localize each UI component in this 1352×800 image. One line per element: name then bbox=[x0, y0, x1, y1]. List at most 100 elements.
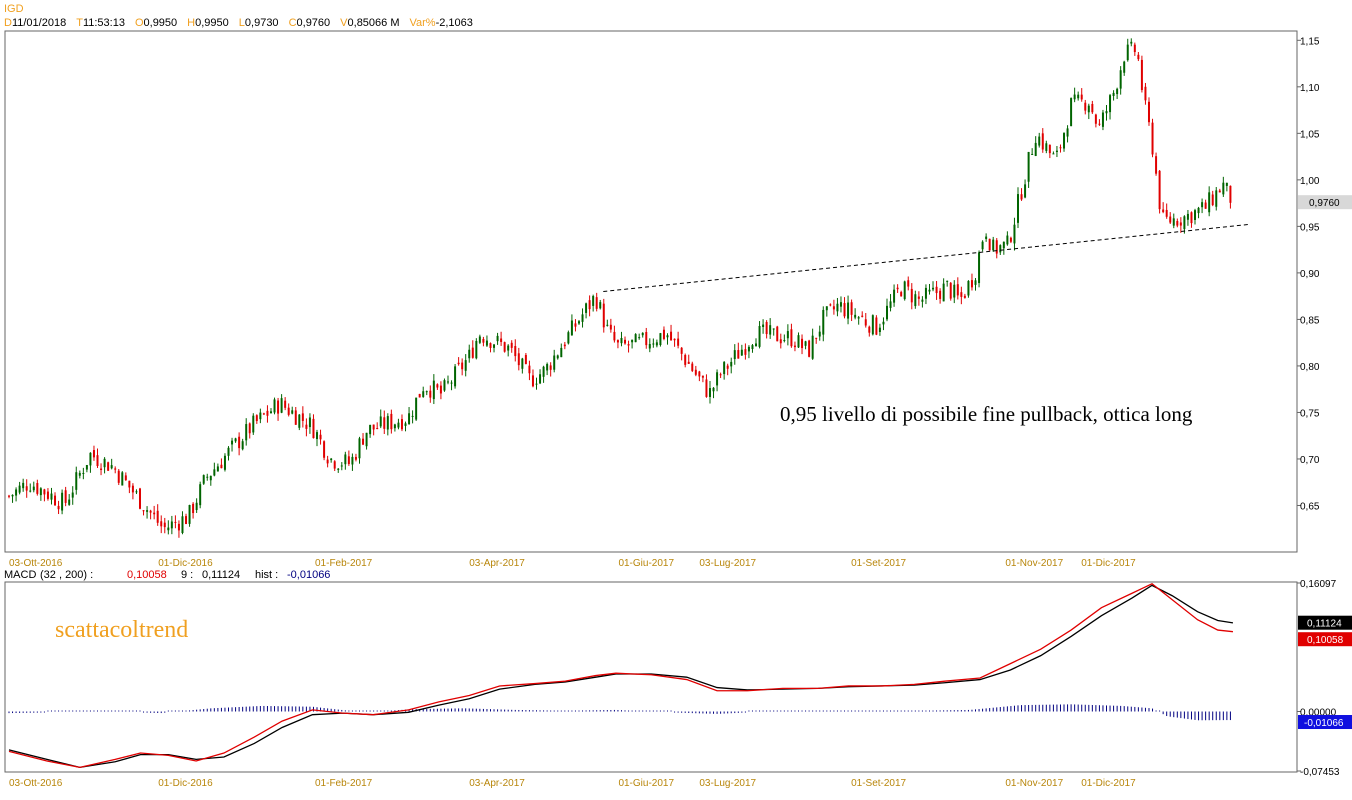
candle-body bbox=[142, 510, 145, 512]
y-tick-label: 1,00 bbox=[1300, 176, 1320, 187]
candle-body bbox=[163, 522, 166, 528]
candle-body bbox=[273, 399, 276, 413]
candle-body bbox=[765, 321, 768, 335]
candle-body bbox=[1194, 210, 1197, 220]
candle-body bbox=[868, 326, 871, 333]
candle-body bbox=[755, 343, 758, 347]
candle-body bbox=[928, 289, 931, 292]
candle-body bbox=[864, 319, 867, 326]
price-badge-bg bbox=[1298, 195, 1352, 210]
candle-body bbox=[871, 315, 874, 335]
candle-body bbox=[1140, 59, 1143, 91]
candle-body bbox=[1158, 170, 1161, 210]
candle-body bbox=[411, 415, 414, 417]
candle-body bbox=[878, 327, 881, 333]
candle-body bbox=[15, 489, 18, 496]
candle-body bbox=[1052, 153, 1055, 155]
candle-body bbox=[542, 366, 545, 377]
candle-body bbox=[1073, 94, 1076, 100]
candle-body bbox=[1183, 216, 1186, 230]
candle-body bbox=[192, 503, 195, 514]
candle-body bbox=[252, 415, 255, 433]
candle-body bbox=[489, 343, 492, 348]
candle-body bbox=[624, 339, 627, 344]
candle-body bbox=[174, 521, 177, 523]
candlesticks bbox=[8, 38, 1232, 538]
candle-body bbox=[209, 475, 212, 481]
candle-body bbox=[308, 417, 311, 428]
candle-body bbox=[107, 462, 110, 471]
candle-body bbox=[510, 342, 513, 348]
x-tick-label: 03-Ott-2016 bbox=[9, 558, 63, 569]
y-tick-label: 0,90 bbox=[1300, 269, 1320, 280]
macd-x-tick-label: 01-Nov-2017 bbox=[1005, 778, 1063, 789]
candle-body bbox=[886, 305, 889, 320]
candle-body bbox=[708, 388, 711, 397]
candle-body bbox=[1176, 220, 1179, 226]
ohlc-key: L bbox=[239, 17, 245, 29]
candle-body bbox=[199, 484, 202, 506]
price-y-axis: 1,15 1,10 1,05 1,00 0,95 0,90 0,85 0,80 0,75 0,70… bbox=[1297, 36, 1320, 512]
brand-watermark: scattacoltrend bbox=[55, 617, 188, 643]
candle-body bbox=[786, 331, 789, 339]
macd-line bbox=[8, 583, 1234, 769]
candle-body bbox=[436, 384, 439, 388]
macd-legend-item: 9 : bbox=[181, 569, 193, 581]
symbol-label: IGD bbox=[4, 3, 24, 15]
candle-body bbox=[981, 241, 984, 250]
candle-body bbox=[609, 324, 612, 330]
macd-legend-item: hist : bbox=[255, 569, 278, 581]
candle-body bbox=[238, 436, 241, 449]
candle-body bbox=[298, 414, 301, 428]
candle-body bbox=[793, 345, 796, 348]
candle-body bbox=[581, 314, 584, 322]
candle-body bbox=[114, 468, 117, 470]
candle-body bbox=[170, 521, 173, 529]
candle-body bbox=[1091, 103, 1094, 113]
candle-body bbox=[323, 441, 326, 458]
candle-body bbox=[1041, 133, 1044, 150]
candle-body bbox=[92, 450, 95, 458]
candle-body bbox=[50, 493, 53, 500]
candle-body bbox=[326, 459, 329, 464]
candle-body bbox=[723, 362, 726, 375]
candle-body bbox=[811, 335, 814, 359]
y-tick-label: 0,75 bbox=[1300, 408, 1320, 419]
candle-body bbox=[815, 337, 818, 339]
candle-body bbox=[783, 340, 786, 342]
candle-body bbox=[570, 320, 573, 336]
candle-body bbox=[970, 280, 973, 288]
candle-body bbox=[960, 292, 963, 297]
candle-body bbox=[517, 353, 520, 366]
candle-body bbox=[103, 458, 106, 468]
candle-body bbox=[312, 418, 315, 439]
candle-body bbox=[553, 355, 556, 370]
candle-body bbox=[400, 419, 403, 430]
candle-body bbox=[843, 303, 846, 317]
candle-body bbox=[1119, 70, 1122, 89]
y-tick-label: 0,85 bbox=[1300, 315, 1320, 326]
candle-body bbox=[358, 438, 361, 459]
ohlc-key: H bbox=[187, 17, 195, 29]
candle-body bbox=[478, 336, 481, 343]
candle-body bbox=[46, 491, 49, 499]
candle-body bbox=[1211, 194, 1214, 206]
macd-legend-item: 0,10058 bbox=[127, 569, 167, 581]
candle-body bbox=[110, 465, 113, 469]
candle-body bbox=[294, 410, 297, 425]
ohlc-value: 0,9950 bbox=[144, 17, 178, 29]
candle-body bbox=[1098, 123, 1101, 125]
candle-body bbox=[910, 288, 913, 303]
candle-body bbox=[383, 417, 386, 429]
candle-body bbox=[620, 338, 623, 344]
candle-body bbox=[822, 309, 825, 335]
x-tick-label: 01-Dic-2016 bbox=[158, 558, 213, 569]
candle-body bbox=[57, 505, 60, 510]
candle-body bbox=[963, 295, 966, 298]
candle-body bbox=[546, 364, 549, 371]
candle-body bbox=[655, 342, 658, 346]
candle-body bbox=[160, 521, 163, 527]
candle-body bbox=[354, 456, 357, 460]
candle-body bbox=[461, 362, 464, 370]
candle-body bbox=[985, 236, 988, 239]
